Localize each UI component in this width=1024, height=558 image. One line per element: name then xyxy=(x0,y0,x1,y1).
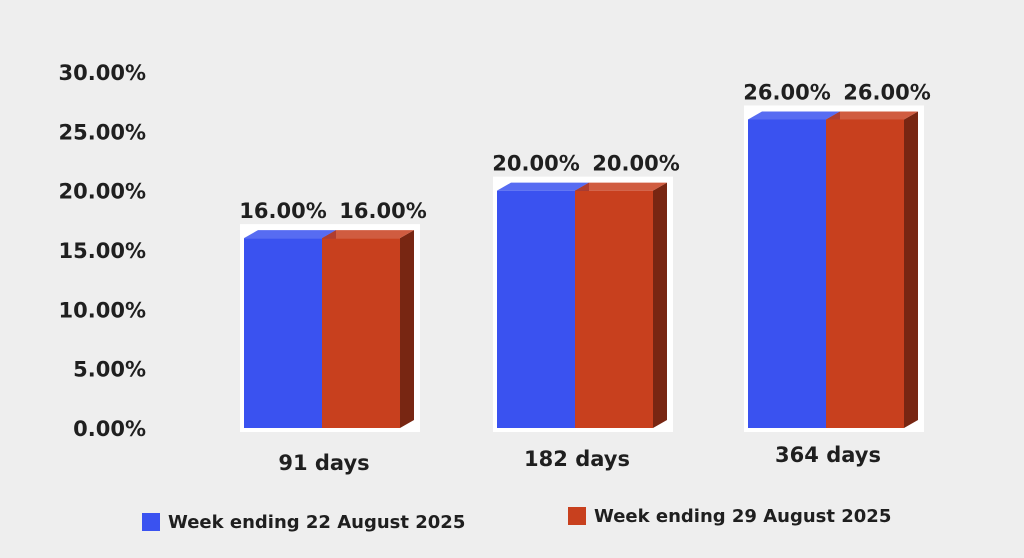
legend-label: Week ending 29 August 2025 xyxy=(594,506,891,527)
y-tick-label: 10.00% xyxy=(59,298,146,322)
y-tick-label: 30.00% xyxy=(59,61,146,85)
bar-top-face xyxy=(322,230,414,239)
bar-side-face xyxy=(653,182,667,428)
data-label: 16.00% xyxy=(339,199,426,223)
x-tick-label: 91 days xyxy=(278,451,369,475)
legend: Week ending 22 August 2025 Week ending 29… xyxy=(142,506,891,533)
legend-label: Week ending 22 August 2025 xyxy=(168,512,465,533)
bar-series xyxy=(240,105,924,432)
bar-top-face xyxy=(826,111,918,120)
y-tick-label: 25.00% xyxy=(59,120,146,144)
y-tick-label: 5.00% xyxy=(73,358,146,382)
bar-top-face xyxy=(748,111,840,120)
bar xyxy=(322,230,414,428)
data-label: 20.00% xyxy=(592,152,679,176)
bar-front-face xyxy=(826,119,904,428)
data-labels: 16.00% 16.00% 20.00% 20.00% 26.00% 26.00% xyxy=(239,80,930,223)
data-label: 20.00% xyxy=(492,152,579,176)
y-tick-label: 20.00% xyxy=(59,180,146,204)
y-tick-label: 0.00% xyxy=(73,417,146,441)
data-label: 16.00% xyxy=(239,199,326,223)
data-label: 26.00% xyxy=(743,80,830,104)
bar xyxy=(575,182,667,428)
legend-swatch xyxy=(568,507,586,525)
x-tick-label: 364 days xyxy=(775,443,881,467)
x-tick-label: 182 days xyxy=(524,447,630,471)
bar-top-face xyxy=(244,230,336,239)
bar-side-face xyxy=(904,111,918,428)
bar-side-face xyxy=(400,230,414,428)
bar-front-face xyxy=(244,238,322,428)
data-label: 26.00% xyxy=(843,80,930,104)
x-axis: 91 days 182 days 364 days xyxy=(278,443,881,475)
bar-top-face xyxy=(575,182,667,191)
bar-front-face xyxy=(748,119,826,428)
bar-front-face xyxy=(322,238,400,428)
y-axis: 0.00% 5.00% 10.00% 15.00% 20.00% 25.00% 30.00% xyxy=(59,61,146,441)
legend-swatch xyxy=(142,513,160,531)
y-tick-label: 15.00% xyxy=(59,239,146,263)
bar-top-face xyxy=(497,182,589,191)
bar-front-face xyxy=(575,190,653,428)
bar-front-face xyxy=(497,190,575,428)
bar xyxy=(826,111,918,428)
